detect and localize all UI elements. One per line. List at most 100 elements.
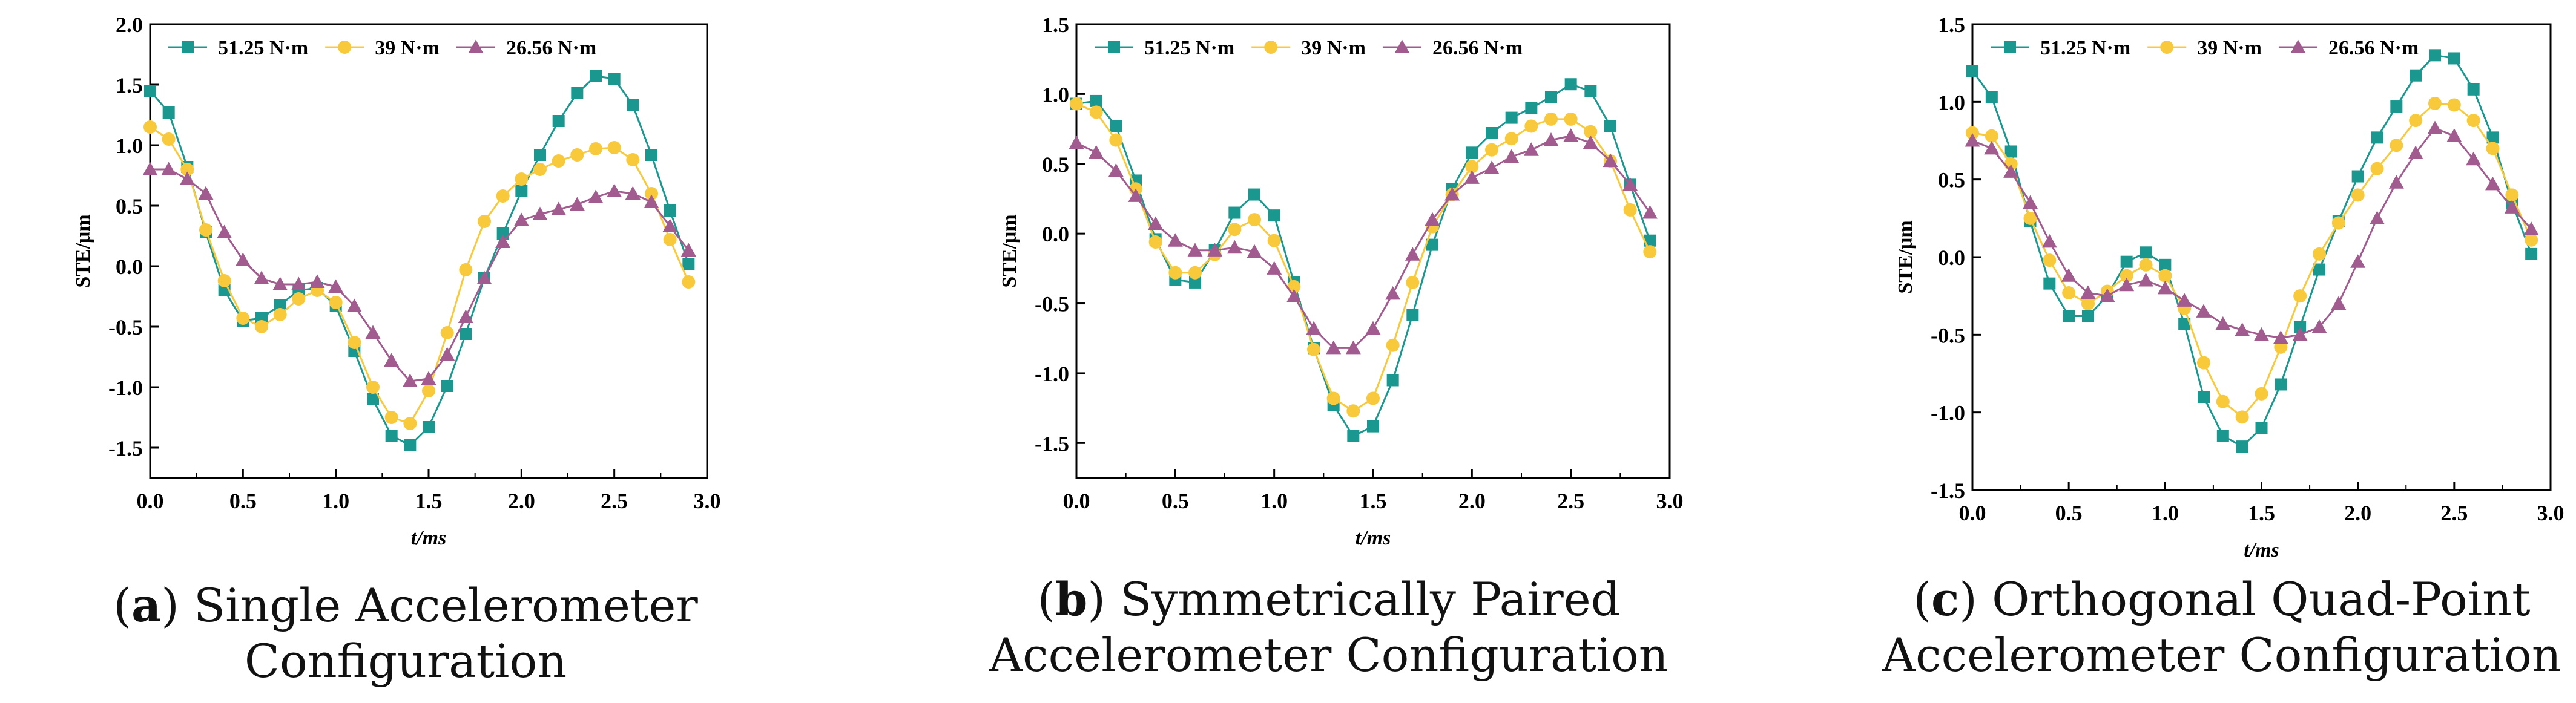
data-point [346,298,362,312]
series-line [1076,135,1651,349]
y-tick-label: -1.5 [1035,431,1069,456]
data-point [608,73,621,85]
data-point [198,186,214,200]
data-point [1070,97,1083,111]
data-point [2466,114,2480,128]
series-2 [1069,128,1658,355]
x-tick-label: 0.0 [1959,501,1986,525]
legend: 51.25 N·m 39 N·m 26.56 N·m [1991,37,2419,59]
data-point [1227,240,1242,254]
data-point [534,149,546,161]
data-point [1128,188,1144,202]
data-point [1345,340,1361,355]
data-point [2198,391,2210,403]
data-point [1287,280,1301,293]
data-point [1367,420,1379,433]
x-tick-label: 2.5 [2440,501,2468,525]
data-point [663,233,677,246]
data-point [2176,293,2192,307]
y-tick-label: -1.5 [1931,479,1965,503]
data-point [2043,253,2057,267]
data-point [1188,266,1202,280]
x-tick-label: 1.5 [415,489,443,513]
data-point [1326,340,1342,355]
data-point [2254,327,2269,341]
plot-frame [1075,23,1671,479]
y-tick-label: 0.5 [116,194,143,218]
data-point [496,189,510,203]
data-point [2216,394,2230,408]
data-point [2292,327,2308,341]
data-point [1267,234,1281,247]
legend: 51.25 N·m 39 N·m 26.56 N·m [1095,37,1523,59]
data-point [1523,142,1539,156]
data-point [1307,342,1320,356]
data-point [1966,65,1978,77]
data-point [236,312,250,325]
data-point [142,162,158,175]
data-point [2119,277,2135,292]
data-point [2023,195,2038,209]
x-tick-label: 1.5 [1360,489,1387,513]
y-tick-label: 1.0 [116,134,143,158]
data-point [588,189,604,203]
data-point [1365,321,1381,335]
data-point [1525,102,1538,114]
series-0 [144,70,695,451]
y-tick-label: 1.5 [1938,13,1965,37]
data-point [1583,135,1598,149]
data-point [1564,78,1577,91]
data-point [2178,318,2191,330]
data-point [2235,322,2250,336]
x-tick-label: 2.0 [2344,501,2371,525]
data-point [607,183,622,197]
data-point [2388,175,2404,189]
x-tick-label: 2.5 [1557,489,1584,513]
data-point [2196,304,2212,318]
data-point [682,258,695,270]
data-point [2350,254,2366,268]
data-point [2390,100,2403,113]
data-point [179,171,195,185]
data-point [422,384,435,397]
data-point [1966,126,1979,140]
data-point [162,106,175,119]
data-point [2043,277,2056,290]
x-tick-label: 0.5 [1162,489,1189,513]
data-point [2467,83,2480,96]
legend-label: 26.56 N·m [2328,37,2419,59]
data-point [533,163,547,176]
y-tick-label: 2.0 [116,13,143,37]
data-point [1346,404,1360,418]
x-tick-label: 1.0 [1260,489,1288,513]
chart-b: 0.0 0.5 1.0 1.5 2.0 2.5 3.0 -1.5 -1.0 -0.5 0.0 0.5 1… [998,13,1684,549]
data-point [1486,127,1498,139]
x-tick-label: 2.5 [601,489,628,513]
data-point [2062,286,2076,300]
data-point [2081,297,2095,310]
data-point [2216,430,2229,442]
data-point [143,120,157,134]
y-tick-label: 0.5 [1938,168,1965,192]
data-point [2370,162,2384,175]
data-point [2409,114,2423,128]
data-point [2294,321,2307,333]
legend-marker [2290,39,2306,53]
data-point [664,204,676,217]
series-line [1972,102,2532,419]
y-tick-label: 0.0 [1938,246,1965,270]
data-point [2120,255,2133,268]
data-point [496,227,509,240]
series-1 [143,120,696,430]
data-point [2003,164,2019,178]
data-point [2215,316,2231,330]
data-point [1444,187,1460,201]
data-point [1604,120,1616,132]
series-1 [1966,96,2538,424]
data-point [2080,285,2096,299]
data-point [2448,52,2460,65]
data-point [645,149,657,161]
data-point [1504,149,1520,163]
x-tick-label: 3.0 [2537,501,2564,525]
caption-c: (c) Orthogonal Quad-Point Accelerometer … [1882,572,2561,682]
